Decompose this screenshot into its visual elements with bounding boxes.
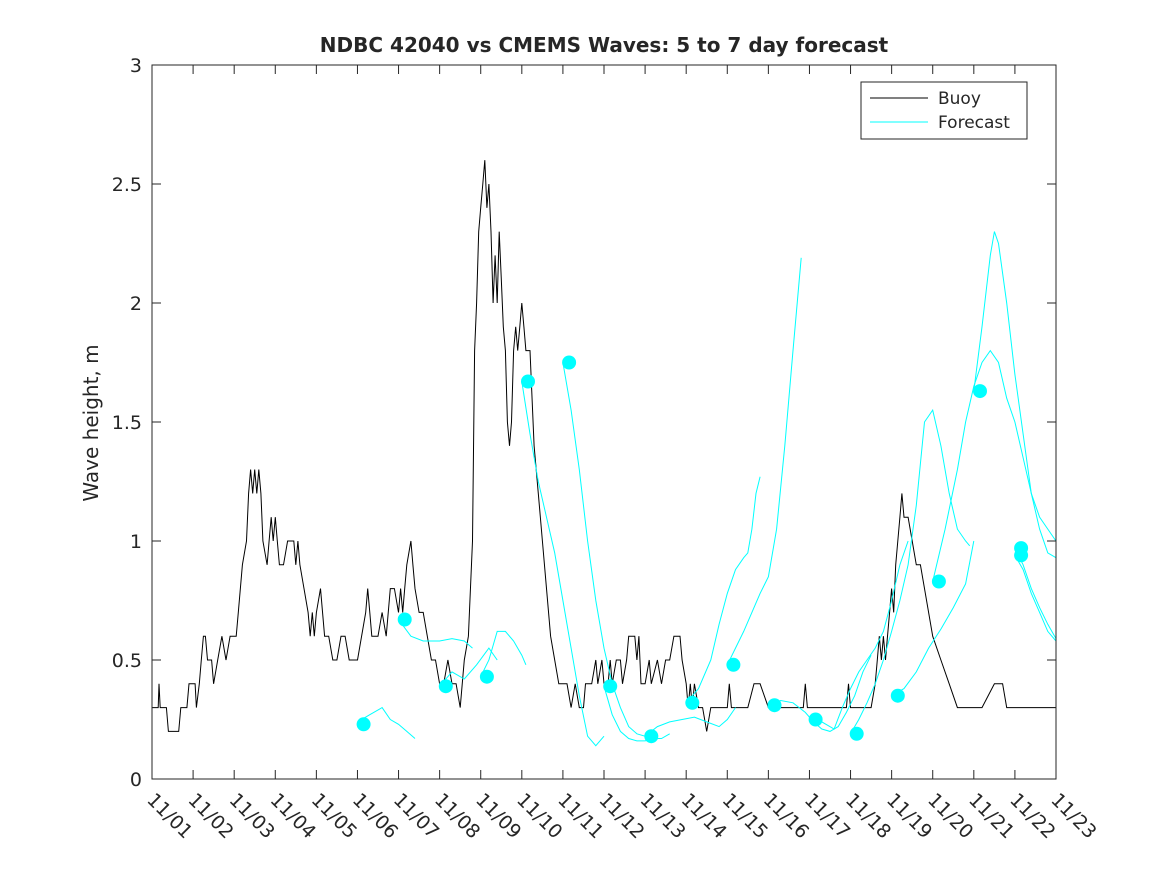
forecast-line-10 xyxy=(726,257,802,666)
y-axis-label: Wave height, m xyxy=(79,344,103,501)
forecast-marker-2 xyxy=(397,612,412,627)
forecast-marker-15 xyxy=(931,574,946,589)
chart-title: NDBC 42040 vs CMEMS Waves: 5 to 7 day fo… xyxy=(320,33,889,57)
forecast-line-1 xyxy=(357,706,416,739)
forecast-marker-5 xyxy=(521,374,535,389)
forecast-line-9 xyxy=(685,476,761,704)
y-tick-label: 2.5 xyxy=(112,174,142,196)
forecast-line-4 xyxy=(480,630,527,677)
forecast-marker-1 xyxy=(356,717,371,732)
forecast-marker-11 xyxy=(767,698,782,713)
y-tick-label: 0.5 xyxy=(112,650,142,672)
forecast-marker-14 xyxy=(890,688,905,703)
forecast-marker-18 xyxy=(1014,548,1029,563)
forecast-line-13 xyxy=(850,408,971,735)
forecast-marker-3 xyxy=(438,679,453,694)
y-tick-label: 1.5 xyxy=(112,412,142,434)
forecast-line-6 xyxy=(562,362,654,737)
buoy-series-line xyxy=(152,160,1056,732)
forecast-line-3 xyxy=(439,647,498,687)
y-tick-label: 1 xyxy=(130,531,142,553)
forecast-marker-8 xyxy=(644,729,659,744)
y-tick-label: 0 xyxy=(130,769,142,791)
forecast-marker-13 xyxy=(849,726,864,741)
forecast-line-11 xyxy=(768,654,872,732)
forecast-marker-4 xyxy=(479,669,494,684)
forecast-line-18 xyxy=(1014,555,1057,642)
legend-box xyxy=(860,81,1028,140)
legend-forecast-label: Forecast xyxy=(938,113,1010,133)
y-tick-label: 3 xyxy=(130,55,142,77)
forecast-marker-6 xyxy=(562,355,577,370)
forecast-line-8 xyxy=(644,707,736,737)
forecast-marker-10 xyxy=(726,657,741,672)
forecast-line-15 xyxy=(932,349,1057,582)
forecast-marker-9 xyxy=(685,695,700,710)
y-tick-label: 2 xyxy=(130,293,142,315)
forecast-line-7 xyxy=(603,686,670,742)
forecast-line-2 xyxy=(398,619,473,649)
plot-area xyxy=(152,65,1056,779)
legend: Buoy Forecast xyxy=(860,81,1028,140)
forecast-line-5 xyxy=(521,381,605,747)
forecast-marker-7 xyxy=(603,679,618,694)
series-layer xyxy=(152,160,1057,747)
forecast-line-14 xyxy=(891,540,975,697)
legend-buoy-label: Buoy xyxy=(938,89,981,109)
forecast-line-16 xyxy=(973,231,1057,559)
forecast-marker-16 xyxy=(973,384,987,399)
forecast-line-12 xyxy=(809,540,909,730)
forecast-marker-12 xyxy=(808,712,823,727)
